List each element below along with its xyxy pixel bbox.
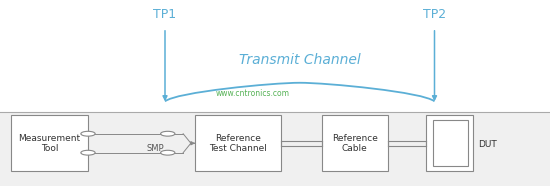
Text: DUT: DUT [478, 140, 497, 149]
Text: Reference
Cable: Reference Cable [332, 134, 378, 153]
FancyBboxPatch shape [433, 120, 468, 166]
Circle shape [161, 150, 175, 155]
Text: SMP: SMP [146, 144, 164, 153]
Text: TP2: TP2 [423, 8, 446, 21]
Circle shape [81, 131, 95, 136]
FancyBboxPatch shape [0, 112, 550, 186]
Text: Measurement
Tool: Measurement Tool [19, 134, 80, 153]
FancyBboxPatch shape [11, 115, 88, 171]
FancyBboxPatch shape [426, 115, 473, 171]
Text: www.cntronics.com: www.cntronics.com [216, 89, 290, 98]
Text: Reference
Test Channel: Reference Test Channel [209, 134, 267, 153]
FancyBboxPatch shape [322, 115, 388, 171]
Text: TP1: TP1 [153, 8, 177, 21]
Circle shape [81, 150, 95, 155]
Circle shape [161, 131, 175, 136]
FancyBboxPatch shape [195, 115, 280, 171]
Text: Transmit Channel: Transmit Channel [239, 52, 361, 67]
